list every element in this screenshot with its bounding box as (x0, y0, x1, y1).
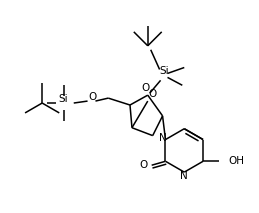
Text: Si: Si (58, 94, 68, 104)
Text: OH: OH (229, 156, 245, 166)
Text: N: N (159, 132, 166, 142)
Text: O: O (149, 89, 157, 99)
Text: N: N (181, 171, 188, 181)
Text: O: O (140, 160, 148, 170)
Text: O: O (88, 92, 97, 102)
Text: Si: Si (160, 66, 169, 76)
Text: O: O (142, 83, 150, 93)
